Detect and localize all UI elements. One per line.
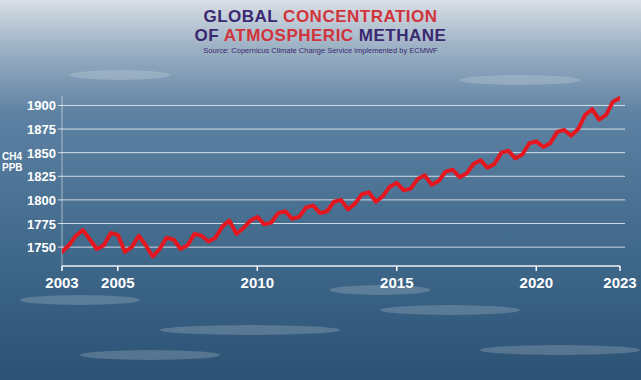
grid-line bbox=[58, 105, 625, 106]
y-tick-label: 1900 bbox=[27, 98, 56, 113]
y-tick-label: 1775 bbox=[27, 217, 56, 232]
x-tick bbox=[61, 266, 63, 271]
x-tick-label: 2015 bbox=[380, 274, 413, 291]
wave bbox=[460, 75, 580, 85]
data-group bbox=[62, 98, 620, 257]
x-tick bbox=[619, 266, 621, 271]
grid-line bbox=[58, 247, 625, 248]
grid-line bbox=[58, 129, 625, 130]
background bbox=[0, 0, 641, 380]
y-tick-label: 1825 bbox=[27, 169, 56, 184]
wave bbox=[20, 295, 140, 305]
y-tick-label: 1875 bbox=[27, 122, 56, 137]
waves bbox=[20, 70, 640, 360]
x-tick-label: 2023 bbox=[603, 274, 636, 291]
wave bbox=[480, 345, 640, 355]
x-tick bbox=[396, 266, 398, 271]
y-tick-label: 1750 bbox=[27, 240, 56, 255]
wave bbox=[380, 305, 520, 315]
y-axis-label: CH4PPB bbox=[2, 151, 23, 173]
grid-line bbox=[58, 176, 625, 177]
y-axis-line bbox=[62, 96, 63, 266]
x-tick-label: 2005 bbox=[101, 274, 134, 291]
wave bbox=[70, 70, 170, 80]
y-tick-label: 1800 bbox=[27, 193, 56, 208]
subtitle: Source: Copernicus Climate Change Servic… bbox=[203, 46, 438, 55]
title: GLOBAL CONCENTRATION bbox=[203, 7, 437, 26]
x-tick bbox=[536, 266, 538, 271]
wave bbox=[160, 325, 340, 335]
wave bbox=[80, 350, 220, 360]
x-tick-label: 2010 bbox=[241, 274, 274, 291]
methane-line bbox=[62, 98, 620, 257]
x-tick-label: 2020 bbox=[520, 274, 553, 291]
grid-line bbox=[58, 152, 625, 153]
grid-line bbox=[58, 223, 625, 224]
x-tick-label: 2003 bbox=[45, 274, 78, 291]
x-tick bbox=[117, 266, 119, 271]
x-tick bbox=[257, 266, 259, 271]
chart: GLOBAL CONCENTRATIONOF ATMOSPHERIC METHA… bbox=[0, 0, 641, 380]
title: OF ATMOSPHERIC METHANE bbox=[195, 26, 447, 45]
y-tick-label: 1850 bbox=[27, 146, 56, 161]
